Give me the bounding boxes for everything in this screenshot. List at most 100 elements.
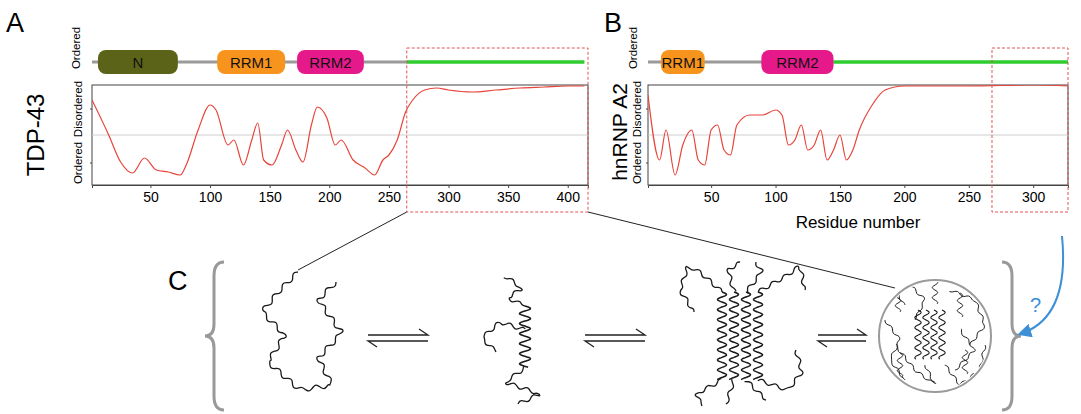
y-tick-mark <box>90 109 92 110</box>
x-tick: 300 <box>437 185 461 205</box>
x-tick-label: 250 <box>958 189 982 205</box>
x-tick-label: 150 <box>829 189 853 205</box>
domain-box <box>297 50 364 74</box>
connector <box>588 212 895 288</box>
equilibrium-arrow <box>585 329 645 347</box>
arrow <box>585 329 645 347</box>
coil <box>695 379 721 406</box>
x-tick-label: 100 <box>199 189 223 205</box>
panel-letter: C <box>168 266 188 296</box>
domain-label: RRM2 <box>776 54 819 71</box>
x-tick: 100 <box>764 185 788 205</box>
x-tick: 50 <box>704 185 720 205</box>
connector <box>298 212 407 270</box>
domain-box <box>761 50 833 74</box>
y-tick-mark <box>646 109 648 110</box>
x-tick: 400 <box>557 185 581 205</box>
x-tick-label: 100 <box>764 189 788 205</box>
brace <box>205 262 224 410</box>
x-tick-label: 200 <box>893 189 917 205</box>
droplet-content <box>880 280 986 385</box>
x-tick: 250 <box>378 185 402 205</box>
helix <box>962 350 967 374</box>
panel-c: C? <box>168 212 1063 410</box>
structure-droplet <box>879 280 991 392</box>
coil <box>504 278 525 306</box>
protein-title: hnRNP A2 <box>608 83 631 181</box>
x-tick: 300 <box>1022 185 1046 205</box>
x-tick-mark <box>150 185 151 188</box>
coil <box>263 272 343 391</box>
x-tick: 150 <box>258 185 282 205</box>
helix <box>520 306 531 367</box>
plot-area <box>92 86 584 175</box>
y-tick-label: Ordered <box>72 142 84 184</box>
domain-label: N <box>132 54 143 71</box>
plot-frame <box>92 85 588 185</box>
coil <box>758 350 803 390</box>
coil <box>744 382 766 400</box>
structure-monomer-coil <box>263 272 343 391</box>
x-tick-label: 300 <box>437 189 461 205</box>
panel-letter: A <box>6 8 24 38</box>
arrow <box>368 329 428 347</box>
disordered-region <box>407 60 585 64</box>
disordered-region <box>834 60 1068 64</box>
structure-helix-bundle <box>680 262 805 406</box>
x-tick-mark <box>449 185 450 188</box>
x-tick: 250 <box>958 185 982 205</box>
highlight-box <box>407 48 588 212</box>
y-tick-label: Ordered <box>631 142 643 184</box>
domain-box <box>217 50 285 74</box>
x-tick-mark <box>329 185 330 188</box>
plot-frame <box>648 85 1068 185</box>
track-label: Ordered <box>627 27 639 69</box>
x-tick-label: 300 <box>1022 189 1046 205</box>
helix <box>717 292 726 380</box>
helix <box>932 280 937 304</box>
domain-label: RRM1 <box>662 54 705 71</box>
panel-letter: B <box>604 8 622 38</box>
x-axis-title: Residue number <box>796 213 921 232</box>
x-tick-mark <box>270 185 271 188</box>
x-tick-mark <box>508 185 509 188</box>
x-tick-mark <box>1033 185 1034 188</box>
domain-box <box>98 50 178 74</box>
equilibrium-arrow <box>368 329 428 347</box>
x-axis: 50 100 150 200 250 300 <box>649 185 1069 205</box>
helix <box>915 310 921 359</box>
x-tick-mark <box>840 185 841 188</box>
coil <box>680 267 722 312</box>
domain-box <box>661 50 705 74</box>
helix <box>939 310 945 359</box>
y-tick-mark <box>90 163 92 164</box>
coil <box>885 320 905 380</box>
helix <box>753 292 762 380</box>
coil <box>506 366 540 404</box>
coil <box>945 345 986 385</box>
coil <box>726 379 734 404</box>
x-tick-mark <box>210 185 211 188</box>
structure-monomer-helix <box>484 278 540 404</box>
coil <box>758 266 805 292</box>
axis-line <box>649 186 1069 189</box>
question-arrow <box>1020 236 1063 334</box>
helix <box>931 310 937 359</box>
x-tick: 350 <box>497 185 521 205</box>
figure: ATDP-43OrderedNRRM1RRM250100150200250300… <box>0 0 1081 414</box>
domain-label: RRM2 <box>309 54 352 71</box>
y-tick-label: Disordered <box>72 81 84 137</box>
x-tick-label: 50 <box>704 189 720 205</box>
question-mark: ? <box>1030 294 1041 316</box>
y-tick-label: Disordered <box>631 81 643 137</box>
x-tick: 200 <box>318 185 342 205</box>
panel-a: ATDP-43OrderedNRRM1RRM250100150200250300… <box>6 8 589 212</box>
x-axis: 50 100 150 200 250 300 350 400 <box>93 185 589 205</box>
helix <box>923 310 929 359</box>
arrow <box>818 329 866 347</box>
helix <box>741 292 750 380</box>
x-tick-label: 50 <box>143 189 159 205</box>
x-tick: 50 <box>143 185 159 205</box>
x-tick-label: 200 <box>318 189 342 205</box>
droplet-boundary <box>879 280 991 392</box>
